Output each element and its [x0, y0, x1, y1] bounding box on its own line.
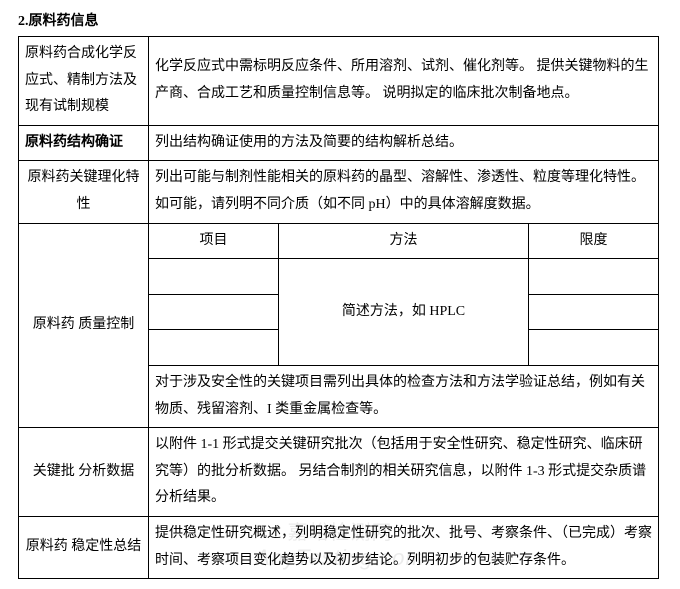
qc-method-desc: 简述方法，如 HPLC	[279, 259, 529, 366]
qc-note: 对于涉及安全性的关键项目需列出具体的检查方法和方法学验证总结，例如有关物质、残留…	[149, 365, 659, 427]
r3-content: 列出可能与制剂性能相关的原料药的晶型、溶解性、渗透性、粒度等理化特性。 如可能，…	[149, 161, 659, 223]
qc-hdr-limit: 限度	[529, 223, 659, 259]
section-title: 2.原料药信息	[18, 10, 662, 30]
r1-label: 原料药合成化学反应式、精制方法及现有试制规模	[19, 37, 149, 126]
api-info-table: 原料药合成化学反应式、精制方法及现有试制规模 化学反应式中需标明反应条件、所用溶…	[18, 36, 659, 579]
qc-hdr-item: 项目	[149, 223, 279, 259]
r5-content: 以附件 1-1 形式提交关键研究批次（包括用于安全性研究、稳定性研究、临床研究等…	[149, 428, 659, 517]
qc-limit-2	[529, 294, 659, 330]
qc-item-2	[149, 294, 279, 330]
qc-hdr-method: 方法	[279, 223, 529, 259]
qc-limit-1	[529, 259, 659, 295]
r3-label: 原料药关键理化特性	[19, 161, 149, 223]
qc-limit-3	[529, 330, 659, 366]
r1-content: 化学反应式中需标明反应条件、所用溶剂、试剂、催化剂等。 提供关键物料的生产商、合…	[149, 37, 659, 126]
qc-label: 原料药 质量控制	[19, 223, 149, 428]
r5-label: 关键批 分析数据	[19, 428, 149, 517]
r2-label: 原料药结构确证	[19, 125, 149, 161]
r6-content: 提供稳定性研究概述，列明稳定性研究的批次、批号、考察条件、（已完成）考察时间、考…	[149, 516, 659, 578]
qc-item-1	[149, 259, 279, 295]
r6-label: 原料药 稳定性总结	[19, 516, 149, 578]
qc-item-3	[149, 330, 279, 366]
r2-content: 列出结构确证使用的方法及简要的结构解析总结。	[149, 125, 659, 161]
